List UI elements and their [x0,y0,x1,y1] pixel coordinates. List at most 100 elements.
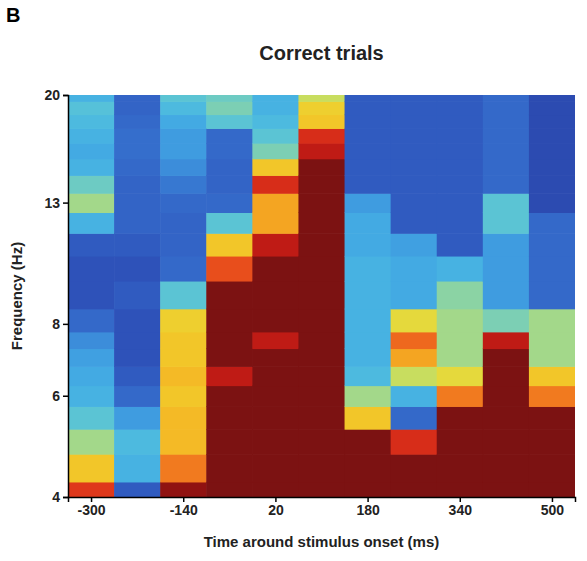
heatmap-cell [529,482,575,497]
x-tick-label: 340 [449,502,473,518]
heatmap-cell [252,175,299,193]
heatmap-cell [206,366,253,386]
heatmap-cell [483,101,530,115]
heatmap-cell [160,309,207,333]
heatmap-cell [114,309,161,333]
heatmap-cell [483,193,530,213]
heatmap-cell [298,114,345,128]
heatmap-cell [483,366,530,386]
heatmap-cell [391,366,438,386]
heatmap-cell [298,175,345,193]
heatmap-cell [206,143,253,159]
heatmap-cell [160,128,207,143]
heatmap-cell [483,114,530,128]
y-axis-line [63,96,69,498]
heatmap-cell [529,114,575,128]
heatmap-cell [252,95,299,102]
heatmap-cell [68,281,115,309]
x-tick-label: 180 [356,502,380,518]
heatmap-cell [483,332,530,349]
heatmap-cell [114,406,161,429]
heatmap-cell [391,143,438,159]
heatmap-cell [160,348,207,366]
heatmap-cell [68,128,115,143]
heatmap-cell [529,429,575,455]
heatmap-cell [529,366,575,386]
heatmap-cell [114,143,161,159]
heatmap-cell [437,348,484,366]
heatmap-cell [252,159,299,176]
heatmap-cell [529,332,575,349]
heatmap-cell [68,482,115,497]
heatmap-cell [114,212,161,233]
heatmap-cell [252,348,299,366]
heatmap-cell [206,281,253,309]
heatmap-cell [252,193,299,213]
heatmap-cell [252,429,299,455]
heatmap-cell [68,454,115,482]
x-tick: -140 [170,497,198,518]
heatmap-cell [252,281,299,309]
y-tick-mark [63,95,68,97]
heatmap-cell [206,114,253,128]
heatmap-cell [529,128,575,143]
x-tick-label: -140 [170,502,198,518]
heatmap-cell [68,193,115,213]
heatmap-cell [483,454,530,482]
y-tick-label: 4 [52,489,60,505]
y-tick: 8 [52,316,68,332]
heatmap-cell [298,159,345,176]
heatmap-cell [345,332,392,349]
heatmap-cell [298,281,345,309]
heatmap-cell [437,482,484,497]
heatmap-cell [529,233,575,256]
heatmap-cell [391,256,438,282]
heatmap-cell [345,406,392,429]
heatmap-cell [206,429,253,455]
heatmap-cell [529,175,575,193]
heatmap-cell [391,95,438,102]
heatmap-cell [252,256,299,282]
heatmap-cell [483,95,530,102]
heatmap-cell [68,95,115,102]
y-tick: 20 [44,87,68,103]
heatmap-cell [68,159,115,176]
heatmap-cell [391,193,438,213]
heatmap-cell [345,233,392,256]
x-tick-label: -300 [78,502,106,518]
x-tick: -300 [78,497,106,518]
heatmap-cell [206,95,253,102]
heatmap-cell [160,281,207,309]
heatmap-cell [391,348,438,366]
heatmap-cell [206,406,253,429]
heatmap-cell [68,386,115,407]
heatmap-cell [298,482,345,497]
heatmap-cell [437,256,484,282]
y-tick-label: 8 [52,316,60,332]
heatmap-cell [206,454,253,482]
heatmap-cell [391,281,438,309]
heatmap-cell [252,233,299,256]
heatmap-cell [68,309,115,333]
heatmap-cell [298,348,345,366]
heatmap-cell [437,366,484,386]
heatmap-cell [483,429,530,455]
heatmap-cell [252,386,299,407]
heatmap-cell [391,233,438,256]
heatmap-cell [345,114,392,128]
y-tick: 4 [52,489,68,505]
heatmap-cell [160,143,207,159]
heatmap-cell [114,193,161,213]
heatmap-cell [206,175,253,193]
heatmap-cell [114,366,161,386]
heatmap-cell [114,114,161,128]
chart: -300-140201803405004681320BCorrect trial… [0,0,587,561]
heatmap-cell [298,406,345,429]
heatmap-cell [529,101,575,115]
heatmap-cell [345,386,392,407]
heatmap-cell [437,128,484,143]
heatmap-cell [437,143,484,159]
heatmap-cell [391,309,438,333]
heatmap-cell [160,193,207,213]
heatmap-cell [160,101,207,115]
